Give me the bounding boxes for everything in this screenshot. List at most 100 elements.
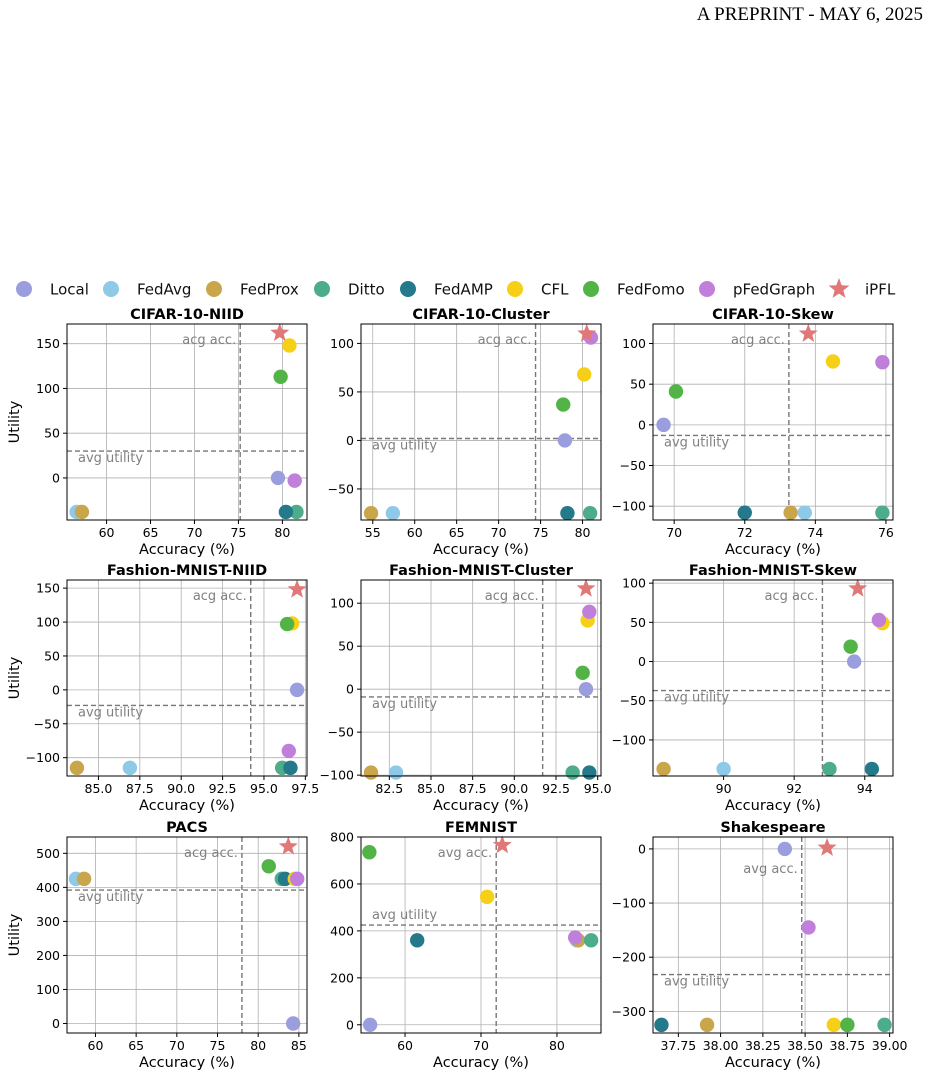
point-ditto (582, 506, 598, 521)
x-tick-label: 80 (549, 1038, 565, 1053)
legend-label: FedProx (240, 281, 299, 299)
y-tick-label: 800 (330, 830, 354, 845)
point-ipfl (576, 578, 596, 597)
chart-title: Fashion-MNIST-Skew (689, 563, 857, 579)
legend-circle-marker (583, 281, 599, 297)
legend-star-marker (828, 278, 850, 298)
point-local (270, 470, 286, 486)
chart-panel: acg acc. avg utility 60 65 70 75 80 0 50 100 150 CI… (7, 307, 308, 558)
y-tick-label: 100 (330, 596, 354, 611)
x-tick-label: 38.25 (745, 1038, 781, 1053)
plot-frame (66, 579, 308, 777)
x-tick-label: 82.5 (375, 781, 403, 796)
point-local (846, 654, 862, 669)
point-ditto (822, 761, 837, 777)
x-tick-label: 92.5 (209, 781, 237, 796)
x-tick-label: 97.5 (291, 781, 319, 796)
point-fedamp (278, 504, 294, 520)
point-ditto (583, 933, 599, 948)
x-tick-label: 70 (187, 525, 203, 540)
x-tick-label: 92.5 (542, 781, 570, 796)
legend-item-fedavg: FedAvg (103, 281, 191, 299)
x-tick-label: 39.00 (872, 1038, 908, 1053)
x-tick-label: 75 (210, 1038, 226, 1053)
x-axis-label: Accuracy (%) (725, 798, 821, 814)
x-tick-label: 80 (250, 1038, 266, 1053)
y-tick-label: 100 (330, 336, 354, 351)
point-ipfl (287, 579, 307, 598)
y-axis-label: Utility (7, 400, 23, 443)
y-tick-label: −100 (612, 896, 646, 911)
point-fedavg (122, 760, 138, 776)
point-fedprox (76, 871, 92, 887)
point-fedfomo (575, 665, 590, 681)
y-tick-label: 600 (330, 876, 354, 891)
x-tick-label: 85.0 (85, 781, 113, 796)
legend-label: Ditto (348, 281, 385, 299)
legend-circle-marker (103, 281, 119, 297)
point-fedprox (363, 765, 379, 780)
avg-acc-label: acg acc. (182, 333, 236, 348)
avg-utility-label: avg utility (78, 451, 143, 466)
x-tick-label: 65 (449, 525, 465, 540)
avg-acc-label: acg acc. (193, 589, 247, 604)
x-tick-label: 60 (407, 525, 423, 540)
header-text: A PREPRINT - MAY 6, 2025 (696, 4, 923, 25)
legend-label: FedFomo (617, 281, 685, 299)
avg-utility-label: avg utility (372, 438, 437, 453)
page-header: A PREPRINT - MAY 6, 2025 (697, 4, 923, 26)
x-axis-label: Accuracy (%) (433, 1055, 529, 1071)
point-ipfl (848, 578, 868, 597)
x-tick-label: 70 (666, 525, 682, 540)
point-local (578, 681, 594, 697)
x-tick-label: 70 (473, 1038, 489, 1053)
point-pfedgraph (801, 920, 816, 935)
y-tick-label: 400 (330, 923, 354, 938)
point-fedamp (654, 1017, 669, 1033)
avg-utility-label: avg utility (664, 435, 729, 450)
x-tick-label: 76 (878, 525, 894, 540)
y-tick-label: 100 (622, 576, 646, 591)
x-tick-label: 95.0 (250, 781, 278, 796)
legend-label: CFL (541, 281, 569, 299)
legend-item-cfl: CFL (507, 281, 569, 299)
x-tick-label: 38.00 (703, 1038, 739, 1053)
x-axis-label: Accuracy (%) (725, 542, 821, 558)
x-tick-label: 72 (737, 525, 753, 540)
chart-title: CIFAR-10-NIID (130, 307, 244, 323)
y-tick-label: −50 (328, 481, 354, 496)
chart-title: FEMNIST (445, 820, 517, 836)
avg-utility-label: avg utility (78, 890, 143, 905)
legend-item-fedfomo: FedFomo (583, 281, 685, 299)
point-pfedgraph (567, 930, 583, 945)
point-pfedgraph (281, 743, 296, 759)
x-tick-label: 74 (807, 525, 823, 540)
legend-label: FedAvg (137, 281, 191, 299)
avg-acc-label: acg acc. (478, 333, 532, 348)
avg-utility-label: avg utility (372, 697, 437, 712)
x-tick-label: 80 (274, 525, 290, 540)
point-ipfl (798, 323, 818, 342)
y-tick-label: −100 (612, 499, 646, 514)
x-tick-label: 87.5 (459, 781, 487, 796)
point-ditto (877, 1017, 892, 1033)
chart-panel: acg acc. avg utility 82.5 85.0 87.5 90.0 92.5 9… (320, 563, 612, 814)
x-tick-label: 70 (169, 1038, 185, 1053)
chart-legend: Local FedAvg FedProx Ditto FedAMP CFL FedFomo p… (16, 278, 896, 299)
y-tick-label: 50 (44, 426, 60, 441)
point-ipfl (817, 837, 837, 856)
x-tick-label: 85.0 (417, 781, 445, 796)
y-tick-label: 100 (36, 615, 60, 630)
legend-item-local: Local (16, 281, 89, 299)
x-tick-label: 60 (88, 1038, 104, 1053)
point-pfedgraph (290, 871, 305, 887)
plot-frame (652, 836, 894, 1034)
x-tick-label: 37.75 (660, 1038, 696, 1053)
point-pfedgraph (871, 612, 887, 628)
point-fedprox (69, 760, 85, 776)
chart-title: Fashion-MNIST-Cluster (389, 563, 574, 579)
y-tick-label: 100 (36, 982, 60, 997)
chart-title: Shakespeare (720, 820, 825, 836)
legend-circle-marker (16, 281, 32, 297)
